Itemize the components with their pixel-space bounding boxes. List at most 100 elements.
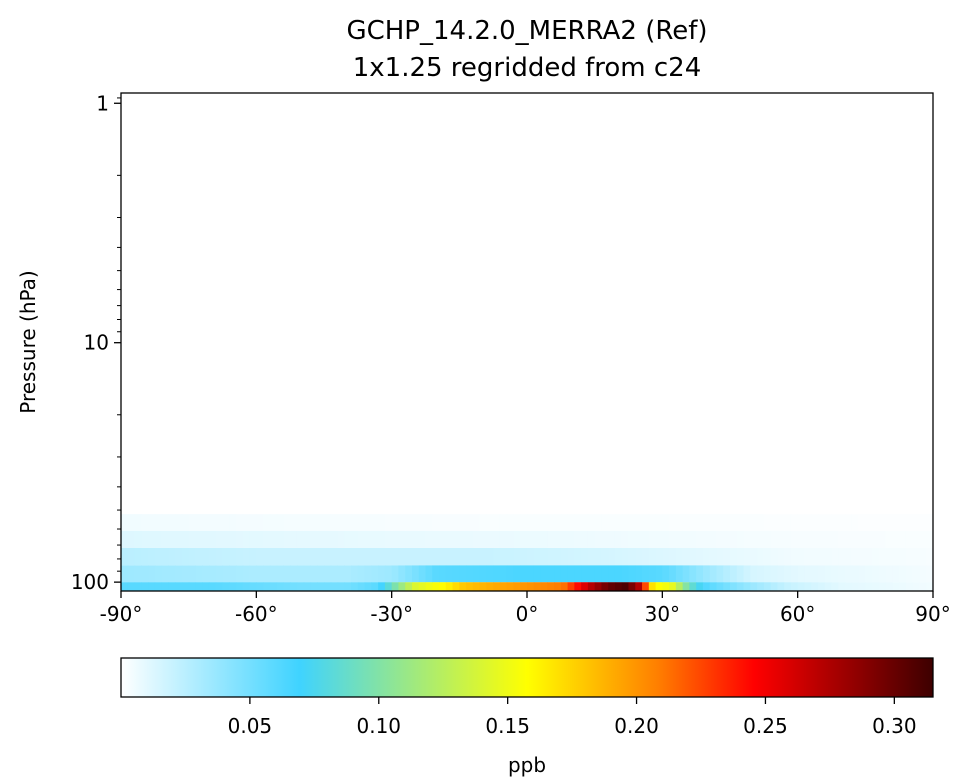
heatmap-cell-level-4	[784, 514, 792, 531]
heatmap-cell-level-1	[648, 565, 657, 583]
heatmap-cell-level-0	[208, 582, 217, 591]
heatmap-cell-level-2	[296, 547, 305, 566]
heatmap-cell-level-4	[845, 514, 853, 531]
heatmap-cell-level-4	[181, 514, 190, 531]
heatmap-cell-level-0	[256, 582, 264, 591]
heatmap-cell-level-4	[188, 514, 197, 531]
heatmap-cell-level-1	[824, 565, 833, 583]
heatmap-cell-level-1	[594, 565, 603, 583]
heatmap-cell-level-0	[310, 582, 318, 591]
heatmap-cell-level-3	[168, 530, 176, 548]
heatmap-cell-level-3	[669, 530, 677, 548]
heatmap-cell-level-1	[154, 565, 163, 583]
heatmap-cell-level-0	[675, 582, 684, 591]
heatmap-cell-level-4	[398, 514, 406, 531]
heatmap-cell-level-4	[743, 514, 751, 531]
heatmap-cell-level-4	[770, 514, 778, 531]
heatmap-cell-level-3	[134, 530, 142, 548]
heatmap-cell-level-1	[439, 565, 447, 583]
heatmap-cell-level-1	[391, 565, 400, 583]
heatmap-cell-level-2	[878, 547, 887, 566]
heatmap-cell-level-2	[405, 547, 413, 566]
heatmap-cell-level-2	[587, 547, 596, 566]
heatmap-cell-level-0	[357, 582, 366, 591]
heatmap-cell-level-4	[141, 514, 149, 531]
heatmap-cell-level-0	[324, 582, 332, 591]
heatmap-cell-level-4	[804, 514, 812, 531]
heatmap-cell-level-0	[567, 582, 575, 591]
heatmap-cell-level-0	[520, 582, 528, 591]
heatmap-cell-level-3	[222, 530, 230, 548]
heatmap-cell-level-1	[885, 565, 893, 583]
heatmap-cell-level-3	[730, 530, 738, 548]
heatmap-cell-level-4	[817, 514, 826, 531]
colorbar: 0.05 0.10 0.15 0.20 0.25 0.30 ppb	[120, 657, 934, 777]
heatmap-cell-level-0	[371, 582, 379, 591]
heatmap-cell-level-2	[283, 547, 291, 566]
heatmap-cell-level-3	[628, 530, 636, 548]
heatmap-cell-level-4	[912, 514, 921, 531]
heatmap-cell-level-4	[608, 514, 616, 531]
heatmap-cell-level-1	[127, 565, 136, 583]
heatmap-cell-level-0	[168, 582, 176, 591]
plot-area	[120, 92, 934, 592]
heatmap-cell-level-4	[357, 514, 366, 531]
heatmap-cell-level-4	[459, 514, 467, 531]
heatmap-cell-level-1	[614, 565, 623, 583]
heatmap-cell-level-4	[838, 514, 846, 531]
heatmap-cell-level-2	[648, 547, 657, 566]
heatmap-cell-level-1	[296, 565, 305, 583]
heatmap-cell-level-4	[154, 514, 163, 531]
heatmap-cell-level-3	[364, 530, 372, 548]
heatmap-cell-level-4	[926, 514, 933, 531]
heatmap-cell-level-3	[702, 530, 711, 548]
heatmap-cell-level-2	[493, 547, 501, 566]
heatmap-cell-level-1	[330, 565, 339, 583]
heatmap-cell-level-2	[378, 547, 386, 566]
heatmap-cell-level-1	[878, 565, 887, 583]
heatmap-cell-level-2	[892, 547, 900, 566]
heatmap-cell-level-3	[405, 530, 413, 548]
heatmap-cell-level-4	[472, 514, 481, 531]
heatmap-cell-level-1	[608, 565, 616, 583]
heatmap-cell-level-2	[763, 547, 772, 566]
heatmap-cell-level-2	[533, 547, 542, 566]
heatmap-cell-level-1	[926, 565, 933, 583]
heatmap-cell-level-1	[148, 565, 156, 583]
heatmap-cell-level-3	[892, 530, 900, 548]
heatmap-cell-level-3	[905, 530, 914, 548]
heatmap-cell-level-0	[560, 582, 569, 591]
heatmap-cell-level-3	[851, 530, 860, 548]
heatmap-cell-level-0	[642, 582, 650, 591]
heatmap-cell-level-4	[364, 514, 372, 531]
heatmap-cell-level-4	[263, 514, 271, 531]
heatmap-cell-level-4	[628, 514, 636, 531]
heatmap-cell-level-0	[134, 582, 142, 591]
heatmap-cell-level-2	[547, 547, 555, 566]
heatmap-cell-level-1	[445, 565, 454, 583]
heatmap-cell-level-2	[195, 547, 203, 566]
heatmap-cell-level-3	[324, 530, 332, 548]
heatmap-cell-level-0	[533, 582, 542, 591]
heatmap-cell-level-4	[696, 514, 704, 531]
heatmap-cell-level-0	[425, 582, 433, 591]
heatmap-cell-level-0	[865, 582, 873, 591]
heatmap-cell-level-3	[547, 530, 555, 548]
heatmap-cell-level-2	[777, 547, 785, 566]
heatmap-cell-level-0	[669, 582, 677, 591]
heatmap-cell-level-4	[378, 514, 386, 531]
heatmap-cell-level-3	[256, 530, 264, 548]
heatmap-cell-level-3	[384, 530, 393, 548]
heatmap-cell-level-3	[290, 530, 298, 548]
heatmap-cell-level-2	[439, 547, 447, 566]
heatmap-cell-level-1	[513, 565, 521, 583]
heatmap-cell-level-1	[662, 565, 670, 583]
colorbar-ticks: 0.05 0.10 0.15 0.20 0.25 0.30	[228, 697, 917, 738]
heatmap-cell-level-0	[831, 582, 839, 591]
heatmap-cell-level-1	[459, 565, 467, 583]
heatmap-cell-level-0	[236, 582, 244, 591]
heatmap-cell-level-0	[466, 582, 474, 591]
heatmap-cell-level-1	[425, 565, 433, 583]
heatmap-cell-level-1	[872, 565, 880, 583]
heatmap-cell-level-0	[364, 582, 372, 591]
